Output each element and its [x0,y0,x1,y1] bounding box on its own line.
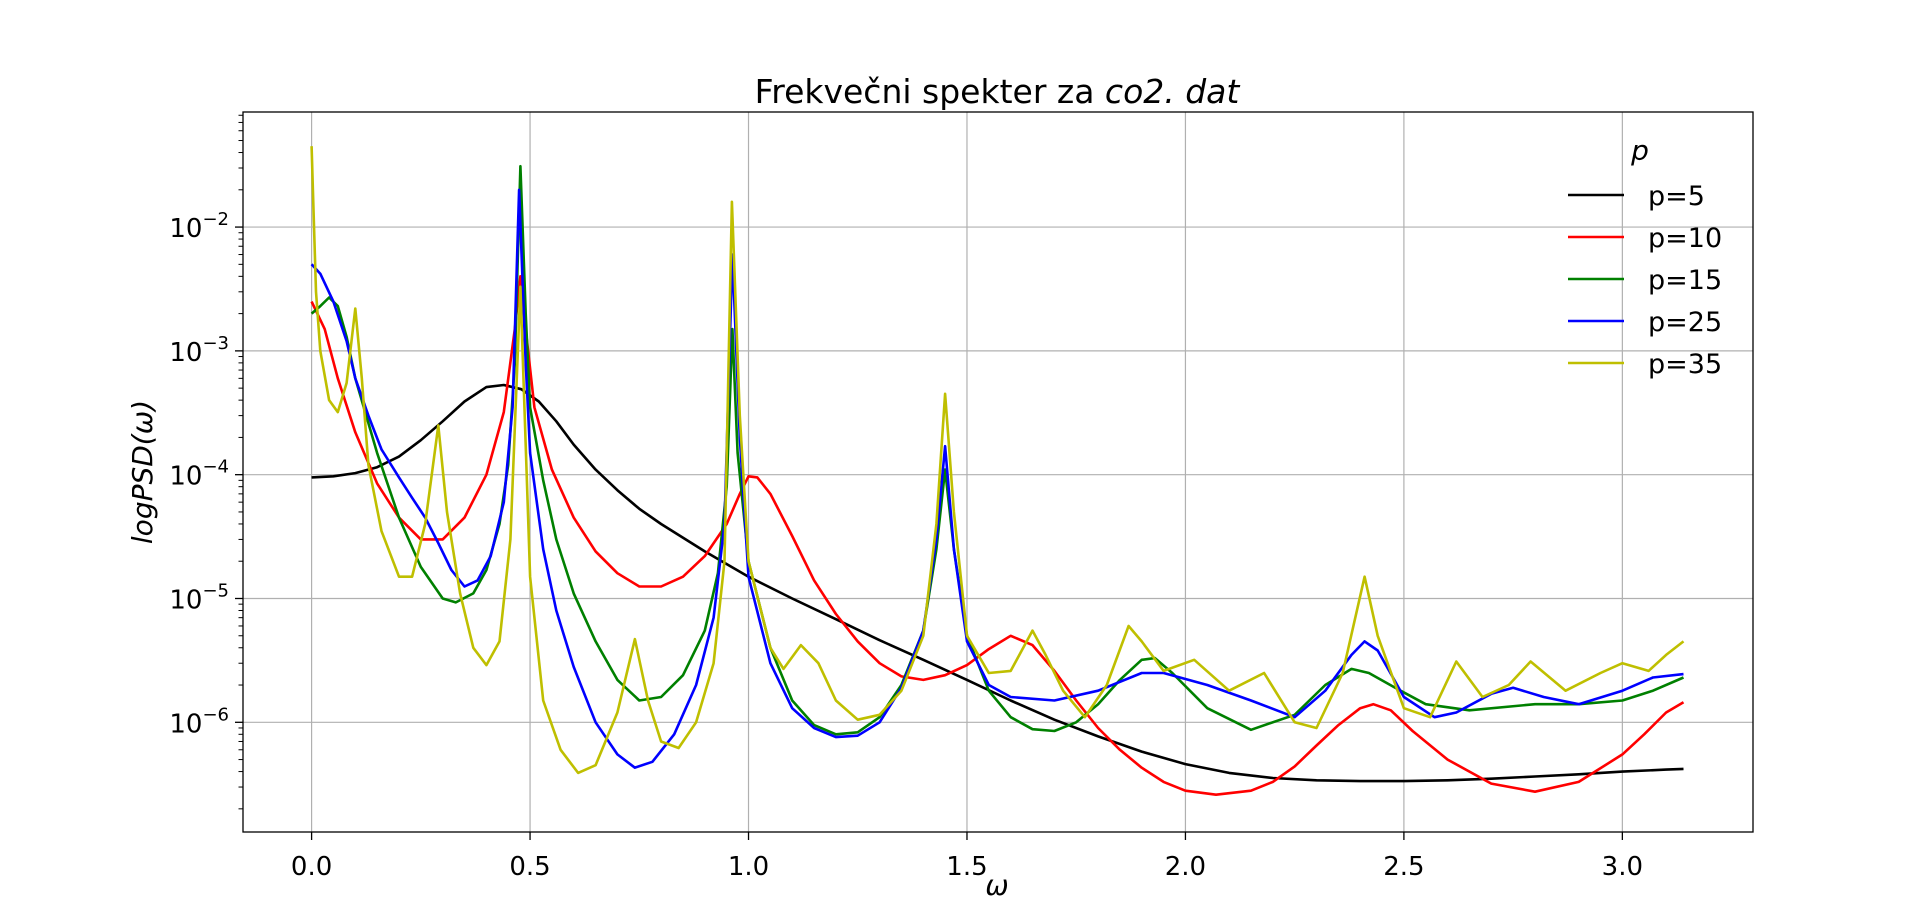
legend-label: p=15 [1648,265,1722,296]
legend: p p=5 p=10 p=15 p=25 p=35 [1568,134,1722,380]
y-tick-labels: 10−2 10−3 10−4 10−5 10−6 [169,209,229,739]
series-line-p25 [310,188,1684,769]
x-tick-label: 1.5 [946,852,987,882]
series-line-p35 [310,146,1685,775]
x-tick-label: 0.5 [509,852,550,882]
x-tick-label: 2.0 [1165,852,1206,882]
y-tick-label: 10−6 [169,704,229,739]
y-tick-label: 10−4 [169,457,229,492]
chart-title: Frekvečni spekter za co2. dat [755,72,1241,111]
axis-ticks [235,114,1624,840]
x-tick-label: 2.5 [1383,852,1424,882]
x-tick-label: 3.0 [1602,852,1643,882]
x-axis-label: ω [985,869,1008,902]
legend-label: p=10 [1648,223,1722,254]
legend-label: p=25 [1648,307,1722,338]
series-line-p5 [311,383,1684,783]
legend-label: p=5 [1648,181,1705,212]
y-tick-label: 10−5 [169,580,229,615]
series-line-p15 [310,164,1685,736]
plot-frame [242,111,1754,833]
x-tick-label: 0.0 [291,852,332,882]
x-tick-labels: 0.0 0.5 1.0 1.5 2.0 2.5 3.0 [291,852,1643,882]
series-layer [310,146,1685,796]
x-tick-label: 1.0 [728,852,769,882]
legend-title: p [1630,134,1649,167]
legend-items: p=5 p=10 p=15 p=25 p=35 [1568,181,1722,380]
grid-lines [243,112,1753,832]
y-tick-label: 10−3 [169,333,229,368]
y-axis-label: logPSD(ω) [126,400,159,544]
series-line-p10 [310,275,1685,796]
y-tick-label: 10−2 [169,209,229,244]
legend-label: p=35 [1648,349,1722,380]
